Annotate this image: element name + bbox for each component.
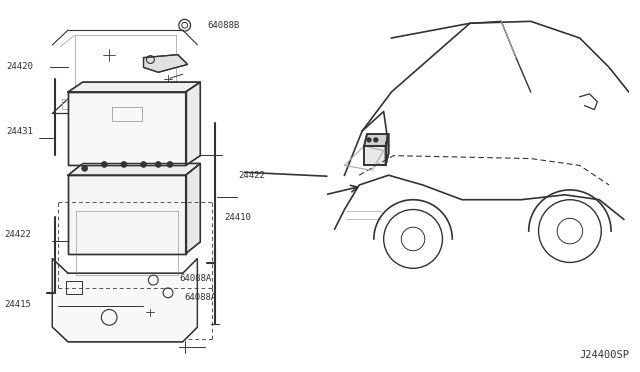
Circle shape [141,161,147,167]
Text: 24420: 24420 [6,62,33,71]
Text: 24410: 24410 [224,213,251,222]
Polygon shape [52,259,197,342]
Polygon shape [143,55,188,72]
Circle shape [82,166,88,171]
Polygon shape [68,92,186,166]
Circle shape [367,138,371,142]
Text: J24400SP: J24400SP [580,350,630,360]
Circle shape [374,138,378,142]
Circle shape [121,161,127,167]
Polygon shape [186,82,200,166]
Circle shape [156,161,161,167]
Polygon shape [386,134,388,166]
Text: 64088B: 64088B [207,21,239,30]
Polygon shape [364,134,388,146]
Circle shape [167,161,173,167]
Polygon shape [364,146,386,166]
Text: 24415: 24415 [4,300,31,309]
Polygon shape [68,82,200,92]
Text: 24431: 24431 [6,126,33,136]
Polygon shape [68,163,200,175]
Polygon shape [186,163,200,254]
Text: 24422: 24422 [4,230,31,238]
Polygon shape [68,175,186,254]
Text: 24422: 24422 [239,171,266,180]
Text: 64088A: 64088A [185,293,217,302]
Text: 64088A: 64088A [180,274,212,283]
Circle shape [101,161,108,167]
